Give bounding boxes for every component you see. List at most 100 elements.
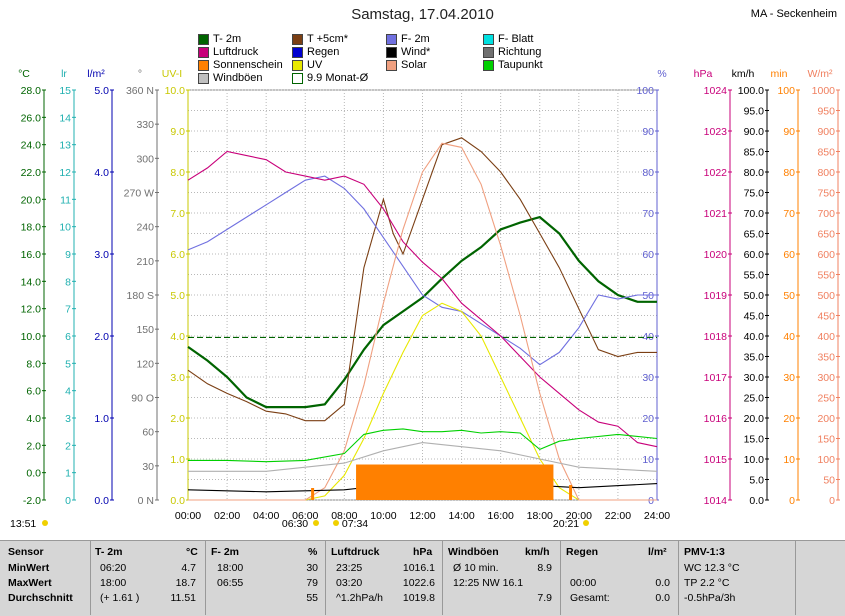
uv-axis-tick: 7.0 (170, 208, 185, 220)
temp-axis-tick: 28.0 (21, 85, 42, 97)
weather-chart: 28.026.024.022.020.018.016.014.012.010.0… (10, 68, 840, 530)
legend-label: Solar (401, 59, 427, 71)
wind-axis-tick: 10.0 (744, 454, 765, 466)
temp-axis-tick: 16.0 (21, 249, 42, 261)
solar-axis-tick: 500 (817, 290, 835, 302)
legend-swatch (292, 46, 303, 58)
legend-label: Taupunkt (498, 59, 543, 71)
wind-axis-unit: km/h (732, 68, 755, 80)
solar-axis-tick: 550 (817, 270, 835, 282)
solar-axis-tick: 450 (817, 311, 835, 323)
leaf-axis-tick: 15 (59, 85, 71, 97)
header-pmv: PMV-1:3 (684, 546, 725, 558)
legend-t2m: T- 2m (198, 33, 241, 45)
cell-rgv: 0.0 (655, 577, 670, 589)
time-tick: 00:00 (175, 510, 201, 522)
legend-label: Richtung (498, 46, 542, 58)
header-luftdruck: Luftdruck (331, 546, 380, 558)
dir-axis-tick: 210 (136, 256, 154, 268)
series-luftdruck (187, 150, 658, 448)
hum-axis-tick: 90 (642, 126, 654, 138)
time-tick: 20:00 (566, 510, 592, 522)
press-axis-tick: 1017 (704, 372, 728, 384)
cell-label: MaxWert (8, 577, 52, 589)
table-divider (325, 540, 326, 615)
leaf-axis-tick: 7 (65, 304, 71, 316)
header-windboeen-unit: km/h (525, 546, 550, 558)
press-axis-tick: 1021 (704, 208, 728, 220)
header-regen-unit: l/m² (648, 546, 667, 558)
hum-axis-tick: 50 (642, 290, 654, 302)
legend-taupunkt: Taupunkt (483, 59, 543, 71)
cell-wbt: Ø 10 min. (453, 562, 499, 574)
legend-sonnenschein: Sonnenschein (198, 59, 283, 71)
dir-axis-tick: 240 (136, 222, 154, 234)
dir-axis-tick: 30 (142, 461, 154, 473)
sunshine-bar (569, 485, 573, 500)
wind-axis-tick: 100.0 (738, 85, 764, 97)
time-tick: 22:00 (605, 510, 631, 522)
rain-axis-tick: 0.0 (94, 495, 109, 507)
wind-axis-tick: 35.0 (744, 352, 765, 364)
cell-t2t: 06:20 (100, 562, 127, 574)
uv-axis-tick: 8.0 (170, 167, 185, 179)
cell-lpv: 1019.8 (402, 592, 435, 604)
time-tick: 16:00 (488, 510, 514, 522)
time-tick: 04:00 (253, 510, 279, 522)
legend-label: Wind* (401, 46, 431, 58)
uv-axis-tick: 4.0 (170, 331, 185, 343)
legend-swatch (198, 72, 209, 84)
wind-axis-tick: 0.0 (749, 495, 764, 507)
time-tick: 18:00 (527, 510, 553, 522)
table-divider (678, 540, 679, 615)
header-luftdruck-unit: hPa (413, 546, 433, 558)
press-axis-tick: 1014 (704, 495, 728, 507)
hum-axis-unit: % (657, 68, 666, 80)
cell-wbv: 7.9 (537, 592, 552, 604)
series-solar (188, 142, 657, 501)
min-axis-tick: 10 (783, 454, 795, 466)
hum-axis-tick: 60 (642, 249, 654, 261)
press-axis-tick: 1023 (704, 126, 728, 138)
legend-swatch (483, 33, 494, 45)
wind-axis-tick: 25.0 (744, 393, 765, 405)
wind-axis-tick: 70.0 (744, 208, 765, 220)
time-tick: 10:00 (370, 510, 396, 522)
cell-pmv: -0.5hPa/3h (684, 592, 736, 604)
cell-pmv: WC 12.3 °C (684, 562, 740, 574)
hum-axis-tick: 100 (636, 85, 654, 97)
legend-swatch (386, 33, 397, 45)
header-windboeen: Windböen (448, 546, 499, 558)
legend-regen: Regen (292, 46, 339, 58)
temp-axis-tick: 2.0 (26, 440, 41, 452)
cell-lpt: 23:25 (336, 562, 363, 574)
cell-label: MinWert (8, 562, 50, 574)
uv-axis-tick: 0.0 (170, 495, 185, 507)
legend-label: Luftdruck (213, 46, 259, 58)
wind-axis-tick: 30.0 (744, 372, 765, 384)
dir-axis-tick: 360 N (126, 85, 154, 97)
min-axis-tick: 90 (783, 126, 795, 138)
wind-axis-tick: 40.0 (744, 331, 765, 343)
legend-windboeen: Windböen (198, 72, 263, 84)
wind-axis-tick: 50.0 (744, 290, 765, 302)
legend-f2m: F- 2m (386, 33, 430, 45)
legend-swatch (483, 46, 494, 58)
cell-t2v: 11.51 (170, 592, 197, 604)
min-axis-tick: 0 (789, 495, 795, 507)
uv-axis-tick: 10.0 (165, 85, 186, 97)
wind-axis-tick: 15.0 (744, 434, 765, 446)
series-t--5cm- (187, 137, 657, 422)
press-axis-tick: 1024 (704, 85, 728, 97)
cell-f2t: 06:55 (217, 577, 244, 589)
sunrise2-time: 07:34 (342, 518, 368, 530)
legend-swatch (198, 33, 209, 45)
legend-fblatt: F- Blatt (483, 33, 533, 45)
leaf-axis-tick: 12 (59, 167, 71, 179)
wind-axis-tick: 75.0 (744, 188, 765, 200)
legend-uv: UV (292, 59, 322, 71)
sunshine-bar (356, 464, 554, 500)
header-f2m-unit: % (308, 546, 318, 558)
press-axis-tick: 1018 (704, 331, 728, 343)
temp-axis-tick: 22.0 (21, 167, 42, 179)
